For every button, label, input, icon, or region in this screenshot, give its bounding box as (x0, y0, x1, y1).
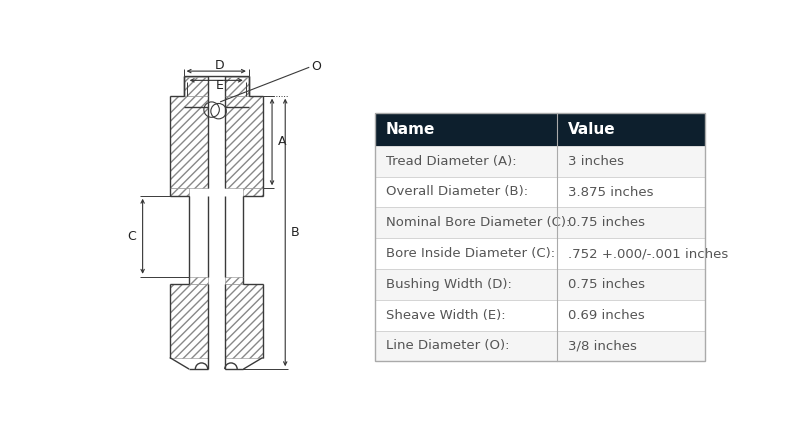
Bar (375, 331, 705, 361)
Bar (375, 207, 705, 238)
Bar (375, 269, 705, 300)
Text: O: O (311, 60, 322, 73)
Text: 0.75 inches: 0.75 inches (568, 278, 645, 291)
Bar (170, 96, 208, 188)
Text: 3 inches: 3 inches (568, 155, 624, 168)
Text: Tread Diameter (A):: Tread Diameter (A): (386, 155, 517, 168)
Text: D: D (214, 59, 224, 72)
Text: Sheave Width (E):: Sheave Width (E): (386, 309, 506, 322)
Bar (225, 284, 262, 357)
Bar (170, 284, 208, 357)
Bar (225, 96, 262, 188)
Bar (225, 77, 249, 96)
Text: 0.69 inches: 0.69 inches (568, 309, 645, 322)
Text: Nominal Bore Diameter (C):: Nominal Bore Diameter (C): (386, 216, 570, 229)
Bar (375, 177, 705, 207)
Text: C: C (128, 230, 137, 243)
Bar (243, 188, 262, 196)
Bar (375, 238, 705, 269)
Bar (375, 113, 705, 361)
Bar (375, 146, 705, 177)
Text: 0.75 inches: 0.75 inches (568, 216, 645, 229)
Bar (375, 300, 705, 331)
Text: E: E (215, 79, 223, 92)
Text: Overall Diameter (B):: Overall Diameter (B): (386, 186, 528, 198)
Text: Value: Value (568, 122, 616, 137)
Text: Bore Inside Diameter (C):: Bore Inside Diameter (C): (386, 247, 555, 260)
Text: Line Diameter (O):: Line Diameter (O): (386, 340, 510, 352)
Text: A: A (278, 135, 286, 149)
Bar (225, 277, 243, 284)
Text: 3.875 inches: 3.875 inches (568, 186, 654, 198)
Text: Bushing Width (D):: Bushing Width (D): (386, 278, 512, 291)
Text: Name: Name (386, 122, 435, 137)
Bar (170, 188, 189, 196)
Text: 3/8 inches: 3/8 inches (568, 340, 637, 352)
Bar (184, 77, 208, 96)
Text: B: B (290, 226, 299, 239)
Bar (189, 277, 208, 284)
Text: .752 +.000/-.001 inches: .752 +.000/-.001 inches (568, 247, 728, 260)
Bar (375, 113, 705, 146)
